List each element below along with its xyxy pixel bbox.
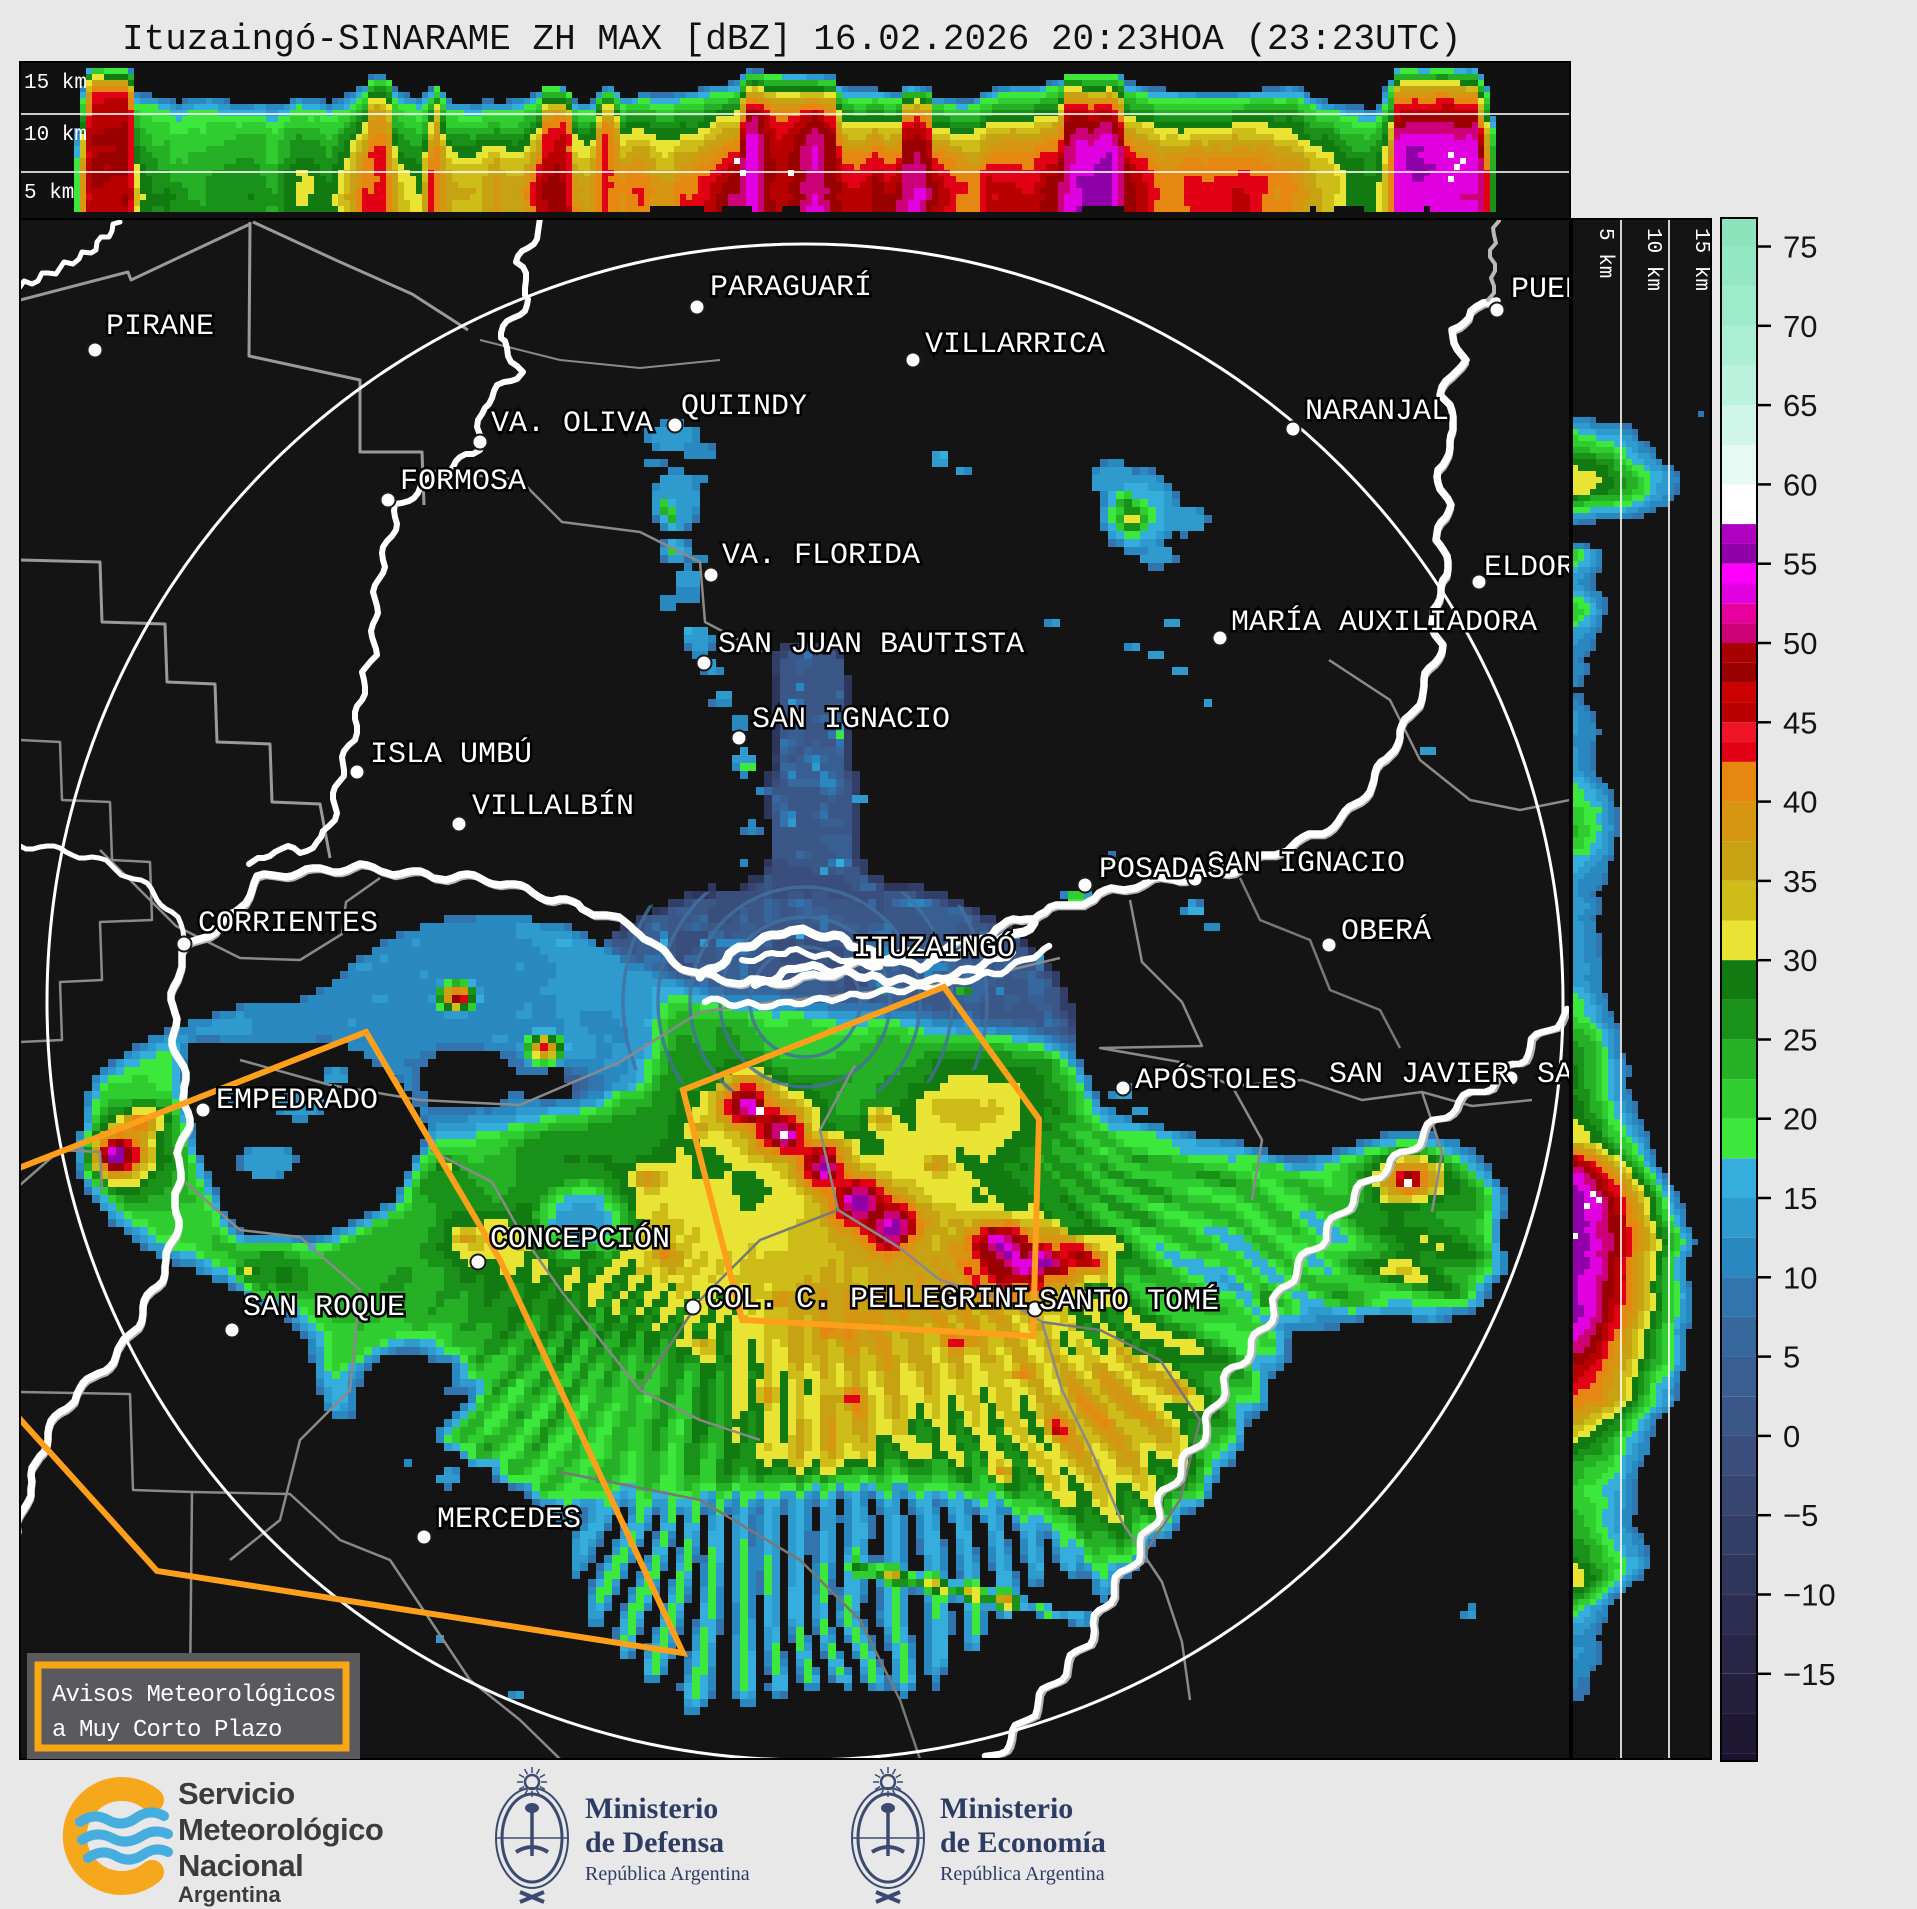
svg-text:Ministerio: Ministerio: [940, 1792, 1073, 1825]
svg-text:10: 10: [1783, 1260, 1817, 1295]
svg-text:ISLA UMBÚ: ISLA UMBÚ: [370, 737, 532, 772]
svg-text:−10: −10: [1783, 1578, 1836, 1613]
svg-text:Meteorológico: Meteorológico: [178, 1812, 383, 1847]
svg-text:ITUZAINGÓ: ITUZAINGÓ: [853, 931, 1015, 966]
svg-text:Avisos Meteorológicos: Avisos Meteorológicos: [52, 1682, 336, 1709]
svg-text:70: 70: [1783, 309, 1817, 344]
svg-text:25: 25: [1783, 1023, 1817, 1058]
svg-text:SAN JAVIER: SAN JAVIER: [1329, 1058, 1509, 1092]
svg-text:República Argentina: República Argentina: [940, 1863, 1105, 1885]
svg-text:5 km: 5 km: [24, 182, 74, 205]
svg-text:CORRIENTES: CORRIENTES: [198, 907, 378, 941]
svg-text:10 km: 10 km: [1641, 228, 1664, 291]
svg-text:MERCEDES: MERCEDES: [437, 1503, 581, 1537]
svg-text:Ministerio: Ministerio: [585, 1792, 718, 1825]
svg-text:−15: −15: [1783, 1657, 1836, 1692]
svg-text:COL. C. PELLEGRINI: COL. C. PELLEGRINI: [706, 1283, 1030, 1317]
svg-text:a Muy Corto Plazo: a Muy Corto Plazo: [52, 1717, 282, 1744]
svg-text:PARAGUARÍ: PARAGUARÍ: [710, 270, 872, 305]
svg-text:15 km: 15 km: [24, 72, 87, 95]
svg-text:5: 5: [1783, 1340, 1800, 1375]
svg-text:VA. FLORIDA: VA. FLORIDA: [722, 539, 920, 573]
svg-text:20: 20: [1783, 1102, 1817, 1137]
svg-text:Servicio: Servicio: [178, 1776, 295, 1811]
svg-text:POSADAS: POSADAS: [1099, 853, 1225, 887]
svg-text:0: 0: [1783, 1419, 1800, 1454]
svg-text:Ituzaingó-SINARAME ZH MAX [dBZ: Ituzaingó-SINARAME ZH MAX [dBZ] 16.02.20…: [122, 19, 1461, 60]
svg-text:EMPEDRADO: EMPEDRADO: [216, 1084, 378, 1118]
svg-text:35: 35: [1783, 864, 1817, 899]
svg-text:VILLARRICA: VILLARRICA: [925, 328, 1105, 362]
svg-text:República Argentina: República Argentina: [585, 1863, 750, 1885]
svg-text:PIRANE: PIRANE: [106, 310, 214, 344]
svg-text:MARÍA AUXILIADORA: MARÍA AUXILIADORA: [1231, 605, 1537, 640]
svg-text:OBERÁ: OBERÁ: [1341, 914, 1431, 949]
svg-text:5 km: 5 km: [1593, 228, 1616, 278]
svg-text:75: 75: [1783, 230, 1817, 265]
svg-text:SAN IGNACIO: SAN IGNACIO: [1207, 847, 1405, 881]
svg-text:VA. OLIVA: VA. OLIVA: [491, 407, 653, 441]
svg-text:PUERTO RICO: PUERTO RICO: [1511, 273, 1709, 307]
svg-text:10 km: 10 km: [24, 124, 87, 147]
svg-text:SAN: SAN: [1537, 1058, 1591, 1092]
svg-text:Argentina: Argentina: [178, 1882, 281, 1907]
svg-text:45: 45: [1783, 705, 1817, 740]
svg-text:ELDORADO: ELDORADO: [1484, 551, 1628, 585]
svg-text:SAN JUAN BAUTISTA: SAN JUAN BAUTISTA: [718, 628, 1024, 662]
svg-text:30: 30: [1783, 943, 1817, 978]
svg-text:60: 60: [1783, 467, 1817, 502]
svg-text:SANTO TOMÉ: SANTO TOMÉ: [1039, 1284, 1219, 1319]
svg-text:QUIINDY: QUIINDY: [681, 390, 807, 424]
svg-text:de Economía: de Economía: [940, 1826, 1106, 1859]
svg-text:CONCEPCIÓN: CONCEPCIÓN: [490, 1222, 670, 1257]
svg-text:55: 55: [1783, 547, 1817, 582]
svg-text:de Defensa: de Defensa: [585, 1826, 724, 1859]
svg-text:VILLALBÍN: VILLALBÍN: [472, 789, 634, 824]
svg-text:50: 50: [1783, 626, 1817, 661]
svg-text:40: 40: [1783, 785, 1817, 820]
svg-text:SAN ROQUE: SAN ROQUE: [243, 1291, 405, 1325]
svg-text:SAN IGNACIO: SAN IGNACIO: [752, 703, 950, 737]
svg-text:15 km: 15 km: [1689, 228, 1712, 291]
svg-text:65: 65: [1783, 388, 1817, 423]
svg-text:−5: −5: [1783, 1498, 1818, 1533]
svg-text:NARANJAL: NARANJAL: [1305, 395, 1449, 429]
svg-text:APÓSTOLES: APÓSTOLES: [1135, 1063, 1297, 1098]
svg-text:15: 15: [1783, 1181, 1817, 1216]
svg-text:FORMOSA: FORMOSA: [400, 465, 526, 499]
svg-text:Nacional: Nacional: [178, 1848, 303, 1883]
